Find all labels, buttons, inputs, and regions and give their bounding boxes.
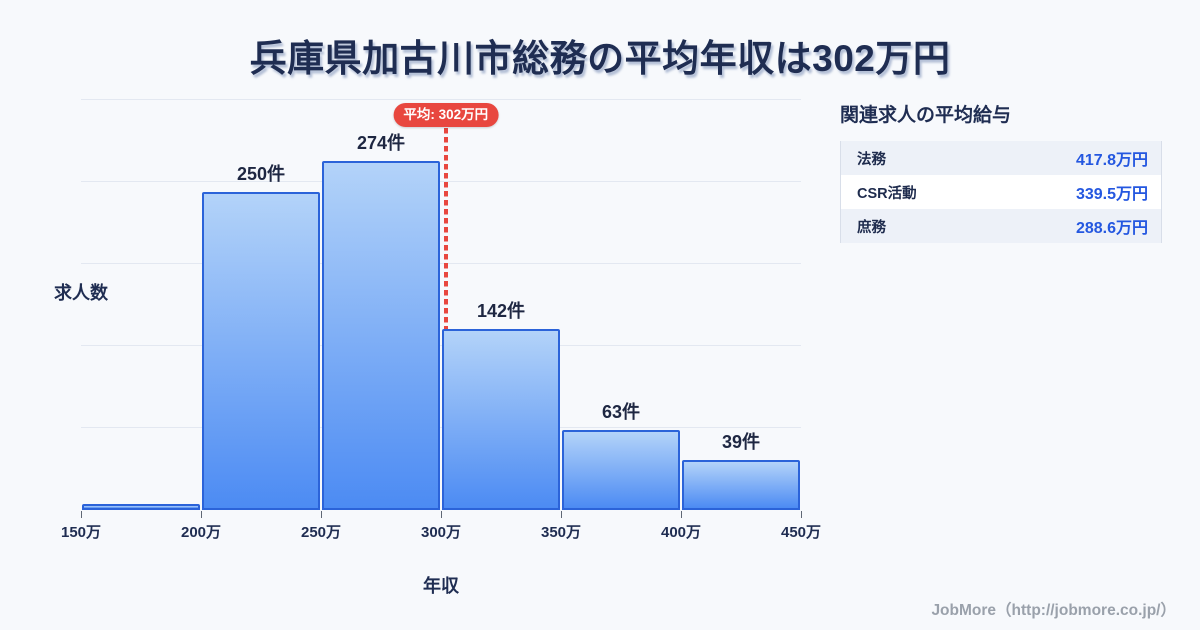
panel-list: 法務 417.8万円 CSR活動 339.5万円庶務 288.6万円 bbox=[840, 141, 1162, 243]
average-label-pill: 平均: 302万円 bbox=[393, 103, 499, 127]
panel-row-label: 庶務 bbox=[857, 219, 886, 236]
y-axis-label: 求人数 bbox=[54, 283, 108, 303]
gridline bbox=[81, 99, 801, 100]
panel-row: 法務 417.8万円 bbox=[841, 141, 1161, 175]
histogram-bar bbox=[202, 192, 320, 510]
x-axis-tick-label: 350万 bbox=[540, 524, 582, 541]
gridline bbox=[81, 427, 801, 428]
bar-count-label: 39件 bbox=[721, 432, 761, 452]
panel-row: CSR活動 339.5万円 bbox=[841, 175, 1161, 209]
gridline bbox=[81, 181, 801, 182]
x-axis-tick bbox=[201, 511, 202, 518]
side-panel-title: 関連求人の平均給与 bbox=[840, 105, 1012, 126]
x-axis-tick-label: 150万 bbox=[60, 524, 102, 541]
x-axis-tick-label: 300万 bbox=[420, 524, 462, 541]
footer-credit: JobMore（http://jobmore.co.jp/） bbox=[931, 602, 1176, 619]
gridline bbox=[81, 345, 801, 346]
x-axis-tick-label: 400万 bbox=[660, 524, 702, 541]
histogram-bar bbox=[682, 460, 800, 510]
x-axis-tick bbox=[81, 511, 82, 518]
x-axis-tick-label: 450万 bbox=[780, 524, 822, 541]
x-axis-tick bbox=[801, 511, 802, 518]
panel-row-value: 339.5万円 bbox=[1075, 186, 1148, 203]
bar-count-label: 142件 bbox=[476, 301, 526, 321]
x-axis-label: 年収 bbox=[423, 576, 459, 596]
gridline bbox=[81, 263, 801, 264]
x-axis-tick bbox=[441, 511, 442, 518]
bar-count-label: 250件 bbox=[236, 164, 286, 184]
histogram-bar bbox=[82, 504, 200, 510]
bar-count-label: 63件 bbox=[601, 402, 641, 422]
panel-row-value: 288.6万円 bbox=[1075, 220, 1148, 237]
plot-area: 平均: 302万円 250件 274件 142件 63件 39件 150万 200万 250万… bbox=[61, 99, 821, 541]
x-axis-tick-label: 250万 bbox=[300, 524, 342, 541]
panel-row-label: 法務 bbox=[857, 151, 886, 168]
bar-count-label: 274件 bbox=[356, 133, 406, 153]
x-axis-tick bbox=[321, 511, 322, 518]
histogram-bar bbox=[562, 430, 680, 510]
x-axis-tick-label: 200万 bbox=[180, 524, 222, 541]
panel-row: 庶務 288.6万円 bbox=[841, 209, 1161, 243]
average-line bbox=[443, 128, 448, 510]
histogram-bar bbox=[442, 329, 560, 510]
histogram-bar bbox=[322, 161, 440, 510]
x-axis-tick bbox=[561, 511, 562, 518]
page-title: 兵庫県加古川市総務の平均年収は302万円 bbox=[249, 38, 951, 79]
x-axis-tick bbox=[681, 511, 682, 518]
panel-row-value: 417.8万円 bbox=[1075, 152, 1148, 169]
panel-row-label: CSR活動 bbox=[857, 185, 917, 202]
